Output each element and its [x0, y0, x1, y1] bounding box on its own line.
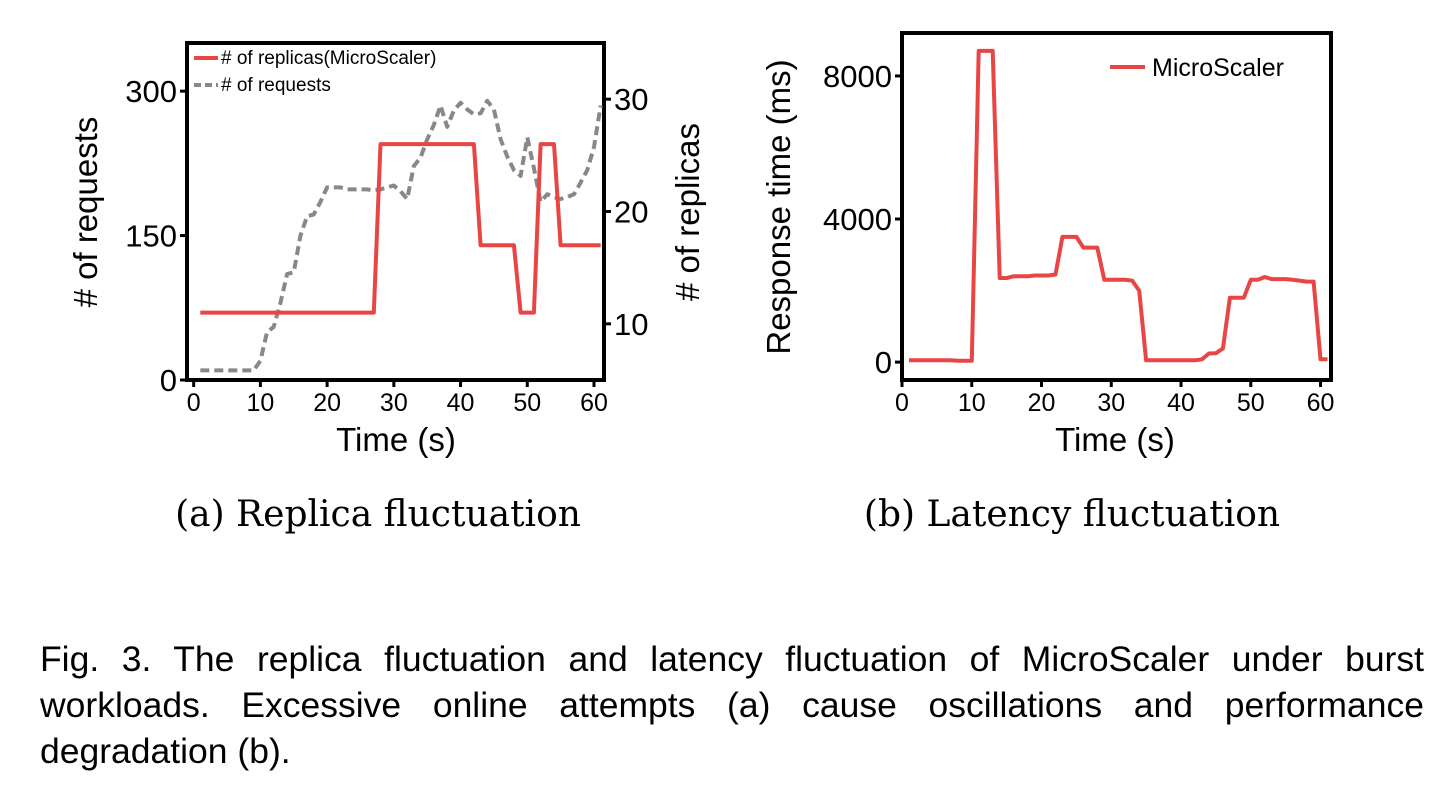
legend-label-microscaler: MicroScaler	[1152, 54, 1284, 82]
y-right-tick-label: 10	[614, 307, 648, 342]
x-tick-label: 30	[1097, 389, 1125, 417]
series-line-replicas	[200, 142, 601, 315]
x-tick-label: 40	[447, 389, 475, 417]
y-right-tick-label: 20	[614, 195, 648, 230]
x-tick-label: 40	[1167, 389, 1195, 417]
series-line-microscaler	[909, 48, 1328, 363]
x-tick-label: 30	[380, 389, 408, 417]
y-right-tick-label: 30	[614, 82, 648, 117]
chart-b-subcaption: (b) Latency fluctuation	[864, 494, 1280, 535]
x-tick-label: 0	[187, 389, 201, 417]
chart-a-y-axis-title: # of requests	[67, 117, 104, 308]
chart-a-legend: # of replicas(MicroScaler) # of requests	[194, 48, 436, 96]
x-tick-label: 20	[313, 389, 341, 417]
chart-a-x-axis-title: Time (s)	[336, 421, 456, 458]
x-tick-label: 60	[1307, 389, 1335, 417]
chart-b: 0 10 20 30 40 50 60 0 4000 8000 Time (s) Respons…	[760, 31, 1334, 535]
y-tick-label: 8000	[823, 59, 892, 94]
chart-b-frame	[900, 31, 1333, 382]
chart-b-x-axis-title: Time (s)	[1055, 421, 1175, 458]
chart-b-y-axis-title: Response time (ms)	[760, 59, 797, 354]
chart-b-x-axis: 0 10 20 30 40 50 60	[895, 380, 1334, 417]
chart-a-subcaption: (a) Replica fluctuation	[175, 494, 581, 535]
y-tick-label: 0	[875, 345, 892, 380]
chart-a-plot-area	[200, 98, 603, 373]
x-tick-label: 50	[1237, 389, 1265, 417]
x-tick-label: 60	[580, 389, 608, 417]
figure-caption: Fig. 3. The replica fluctuation and late…	[40, 639, 1424, 771]
chart-b-plot-area	[909, 48, 1328, 363]
x-tick-label: 0	[895, 389, 909, 417]
x-tick-label: 20	[1028, 389, 1056, 417]
legend-label-replicas: # of replicas(MicroScaler)	[221, 48, 436, 69]
x-tick-label: 10	[958, 389, 986, 417]
legend-label-requests: # of requests	[221, 75, 331, 96]
y-tick-label: 4000	[823, 202, 892, 237]
chart-a-y-axis-left: 0 150 300	[125, 74, 187, 398]
chart-a-y-axis-right: 10 20 30	[604, 82, 648, 342]
y-tick-label: 300	[125, 74, 177, 109]
x-tick-label: 10	[246, 389, 274, 417]
y-tick-label: 0	[160, 363, 177, 398]
chart-b-legend: MicroScaler	[1110, 54, 1284, 82]
y-tick-label: 150	[125, 219, 177, 254]
chart-a-y-axis-right-title: # of replicas	[669, 123, 706, 301]
chart-a: 0 10 20 30 40 50 60 0 150 300 10 20 30 Time (s) # …	[67, 41, 706, 535]
x-tick-label: 50	[513, 389, 541, 417]
chart-b-y-axis: 0 4000 8000	[823, 59, 902, 380]
series-line-requests	[200, 98, 603, 373]
chart-a-x-axis: 0 10 20 30 40 50 60	[187, 380, 608, 417]
